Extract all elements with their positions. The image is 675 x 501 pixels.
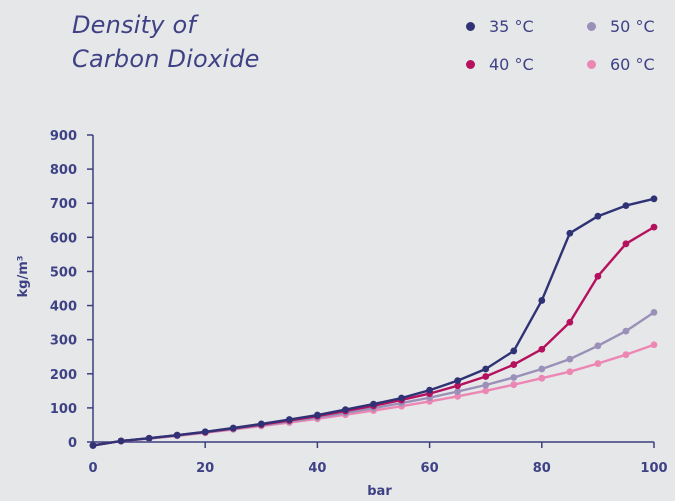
legend-dot-40c	[466, 60, 475, 69]
x-tick-label-80: 80	[533, 461, 551, 476]
data-point-35c-20	[201, 428, 209, 436]
y-tick-label-100: 100	[50, 402, 77, 417]
y-tick-label-200: 200	[50, 368, 77, 383]
data-point-50c-100	[650, 308, 658, 316]
data-point-50c-85	[566, 355, 574, 363]
data-point-50c-65	[454, 388, 462, 395]
y-tick-label-800: 800	[50, 163, 77, 178]
data-point-35c-25	[229, 424, 237, 432]
data-point-35c-65	[454, 377, 462, 384]
data-point-60c-95	[622, 351, 630, 359]
data-point-35c-15	[173, 431, 181, 439]
data-point-60c-100	[650, 341, 658, 349]
y-tick-label-500: 500	[50, 265, 77, 280]
x-tick-label-0: 0	[88, 461, 97, 476]
legend-label-40c: 40 °C	[489, 55, 534, 74]
data-point-35c-35	[285, 416, 293, 423]
y-tick-label-900: 900	[50, 129, 77, 144]
legend-dot-35c	[466, 22, 475, 31]
y-tick-label-600: 600	[50, 231, 77, 246]
data-point-40c-65	[454, 382, 462, 390]
data-point-35c-60	[426, 386, 433, 394]
data-point-35c-10	[145, 434, 153, 442]
x-tick-label-60: 60	[421, 461, 439, 476]
data-point-50c-90	[594, 342, 602, 350]
legend-item-60c: 60 °C	[587, 55, 655, 74]
data-point-50c-80	[538, 365, 546, 373]
data-point-35c-50	[370, 400, 377, 408]
data-point-40c-90	[594, 272, 602, 280]
data-point-60c-85	[566, 368, 574, 376]
legend-dot-50c	[587, 22, 596, 31]
data-point-35c-40	[314, 411, 321, 419]
data-point-60c-90	[594, 360, 602, 367]
y-tick-label-400: 400	[50, 300, 77, 315]
data-point-40c-100	[650, 223, 658, 231]
x-axis-label: bar	[367, 484, 392, 499]
legend-label-35c: 35 °C	[489, 17, 534, 36]
legend-item-40c: 40 °C	[466, 55, 534, 74]
data-point-35c-95	[622, 202, 630, 210]
data-point-35c-0	[89, 442, 97, 449]
data-point-40c-70	[482, 373, 490, 380]
series-line-50c	[91, 311, 656, 447]
legend-label-50c: 50 °C	[610, 17, 655, 36]
y-tick-label-0: 0	[68, 436, 77, 451]
data-point-35c-70	[482, 365, 490, 373]
data-point-50c-70	[482, 381, 490, 389]
legend-dot-60c	[587, 60, 596, 69]
data-point-35c-5	[117, 437, 125, 445]
data-point-35c-30	[257, 420, 265, 428]
x-tick-label-100: 100	[640, 461, 667, 476]
data-point-35c-55	[398, 394, 405, 402]
chart-title-line-2: Carbon Dioxide	[72, 45, 260, 73]
data-point-40c-85	[566, 318, 574, 326]
legend-item-50c: 50 °C	[587, 17, 655, 36]
data-point-35c-100	[650, 195, 658, 203]
y-tick-label-300: 300	[50, 334, 77, 349]
data-point-40c-80	[538, 345, 546, 353]
data-point-60c-80	[538, 374, 546, 382]
data-point-35c-75	[510, 347, 518, 355]
chart-title: Density of Carbon Dioxide	[72, 8, 260, 76]
y-axis-label: kg/m³	[16, 256, 31, 298]
data-point-60c-75	[510, 381, 518, 389]
legend-label-60c: 60 °C	[610, 55, 655, 74]
data-point-35c-80	[538, 297, 546, 304]
x-tick-label-20: 20	[196, 461, 214, 476]
data-point-40c-75	[510, 361, 518, 368]
data-point-35c-90	[594, 212, 602, 220]
data-point-50c-95	[622, 327, 630, 335]
y-tick-label-700: 700	[50, 197, 77, 212]
data-point-35c-85	[566, 229, 574, 237]
legend-item-35c: 35 °C	[466, 17, 534, 36]
chart-legend: 35 °C 50 °C 40 °C 60 °C	[0, 0, 675, 100]
data-point-60c-65	[454, 392, 462, 400]
data-point-60c-70	[482, 387, 490, 395]
chart-title-line-1: Density of	[72, 11, 197, 39]
data-point-50c-75	[510, 374, 518, 381]
data-point-40c-95	[622, 240, 630, 248]
x-tick-label-40: 40	[308, 461, 326, 476]
data-point-35c-45	[342, 406, 349, 413]
